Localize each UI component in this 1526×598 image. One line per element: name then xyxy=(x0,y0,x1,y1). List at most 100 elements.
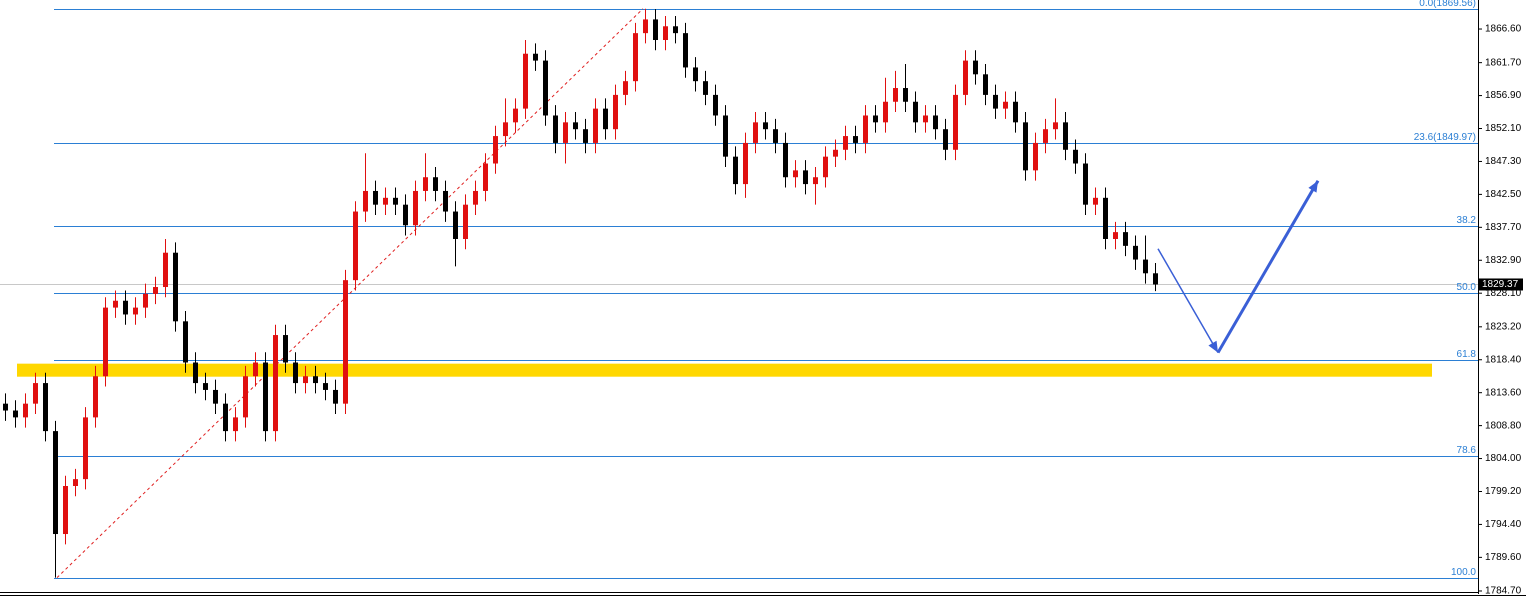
candle-body xyxy=(1093,197,1098,205)
candle-body xyxy=(543,60,548,116)
y-tick-label: 1842.50 xyxy=(1485,189,1522,200)
candle-body xyxy=(193,362,198,384)
candle-body xyxy=(213,389,218,404)
candle-body xyxy=(933,115,938,130)
candle-body xyxy=(323,383,328,390)
candle-body xyxy=(313,376,318,384)
candle-body xyxy=(273,335,278,432)
candle-body xyxy=(683,33,688,68)
candle-body xyxy=(1153,273,1158,285)
candle-body xyxy=(763,122,768,130)
candle-body xyxy=(943,129,948,150)
candle-body xyxy=(243,376,248,418)
fib-label: 0.0(1869.56) xyxy=(1419,0,1476,9)
projection-arrow-up xyxy=(1216,179,1320,354)
candle-body xyxy=(553,115,558,143)
candle-body xyxy=(1053,122,1058,130)
candle-body xyxy=(1113,232,1118,239)
candle-body xyxy=(673,26,678,34)
candle-body xyxy=(883,101,888,123)
candle-body xyxy=(253,362,258,377)
candle-body xyxy=(893,88,898,102)
candle-body xyxy=(703,81,708,95)
candle-body xyxy=(753,122,758,143)
y-tick-label: 1813.60 xyxy=(1485,387,1522,398)
candle-body xyxy=(793,170,798,178)
y-tick-label: 1823.20 xyxy=(1485,321,1522,332)
candle-body xyxy=(393,197,398,205)
candle-body xyxy=(363,190,368,212)
fib-label: 38.2 xyxy=(1457,215,1477,226)
candle-body xyxy=(233,417,238,432)
candle-body xyxy=(373,190,378,205)
candle-body xyxy=(1083,163,1088,205)
candle-body xyxy=(43,383,48,432)
projection-arrow-down-head xyxy=(1208,340,1218,353)
candle-body xyxy=(693,67,698,82)
candle-body xyxy=(1133,245,1138,260)
candle-body xyxy=(773,129,778,143)
candle-body xyxy=(153,287,158,294)
candle-body xyxy=(843,136,848,150)
candle-body xyxy=(403,204,408,226)
candle-body xyxy=(113,300,118,308)
candle-body xyxy=(493,136,498,164)
candle-body xyxy=(103,307,108,377)
candle-body xyxy=(653,19,658,41)
y-tick-label: 1799.20 xyxy=(1485,486,1522,497)
candle-body xyxy=(283,335,288,363)
candle-body xyxy=(623,81,628,95)
candle-body xyxy=(33,383,38,404)
candle-body xyxy=(533,53,538,61)
fib-label: 100.0 xyxy=(1451,567,1476,578)
y-tick-label: 1794.40 xyxy=(1485,519,1522,530)
y-tick-label: 1789.60 xyxy=(1485,552,1522,563)
candle-body xyxy=(223,403,228,432)
candle-body xyxy=(833,149,838,157)
candle-body xyxy=(183,321,188,363)
fib-label: 23.6(1849.97) xyxy=(1414,132,1476,143)
fib-label: 78.6 xyxy=(1457,445,1477,456)
candle-body xyxy=(613,94,618,130)
y-tick-label: 1818.40 xyxy=(1485,354,1522,365)
candle-body xyxy=(1123,232,1128,246)
candle-body xyxy=(593,108,598,143)
candle-body xyxy=(263,362,268,432)
candle-body xyxy=(293,362,298,384)
candle-body xyxy=(853,136,858,143)
candle-body xyxy=(663,26,668,41)
candle-body xyxy=(713,94,718,116)
y-tick-label: 1837.70 xyxy=(1485,222,1522,233)
candle-body xyxy=(93,376,98,418)
candle-body xyxy=(603,108,608,130)
candle-body xyxy=(83,417,88,480)
candle-body xyxy=(583,129,588,143)
candle-body xyxy=(503,122,508,137)
candle-body xyxy=(13,410,18,418)
candle-body xyxy=(333,389,338,404)
candle-body xyxy=(563,122,568,143)
candle-body xyxy=(1063,122,1068,150)
candle-body xyxy=(383,197,388,205)
candle-body xyxy=(1103,197,1108,239)
fib-label: 61.8 xyxy=(1457,349,1477,360)
y-tick-label: 1866.60 xyxy=(1485,24,1522,35)
candle-body xyxy=(873,115,878,123)
candle-body xyxy=(1023,122,1028,171)
projection-arrow-up-head xyxy=(1308,180,1318,193)
last-price-label: 1829.37 xyxy=(1482,279,1519,290)
candle-body xyxy=(143,293,148,308)
candle-body xyxy=(1143,259,1148,274)
candle-body xyxy=(423,177,428,191)
candle-body xyxy=(953,94,958,150)
candle-body xyxy=(433,177,438,191)
y-tick-label: 1832.90 xyxy=(1485,255,1522,266)
candle-body xyxy=(733,156,738,185)
candle-body xyxy=(993,94,998,109)
candle-body xyxy=(353,211,358,281)
candle-body xyxy=(573,122,578,130)
candle-body xyxy=(163,252,168,288)
